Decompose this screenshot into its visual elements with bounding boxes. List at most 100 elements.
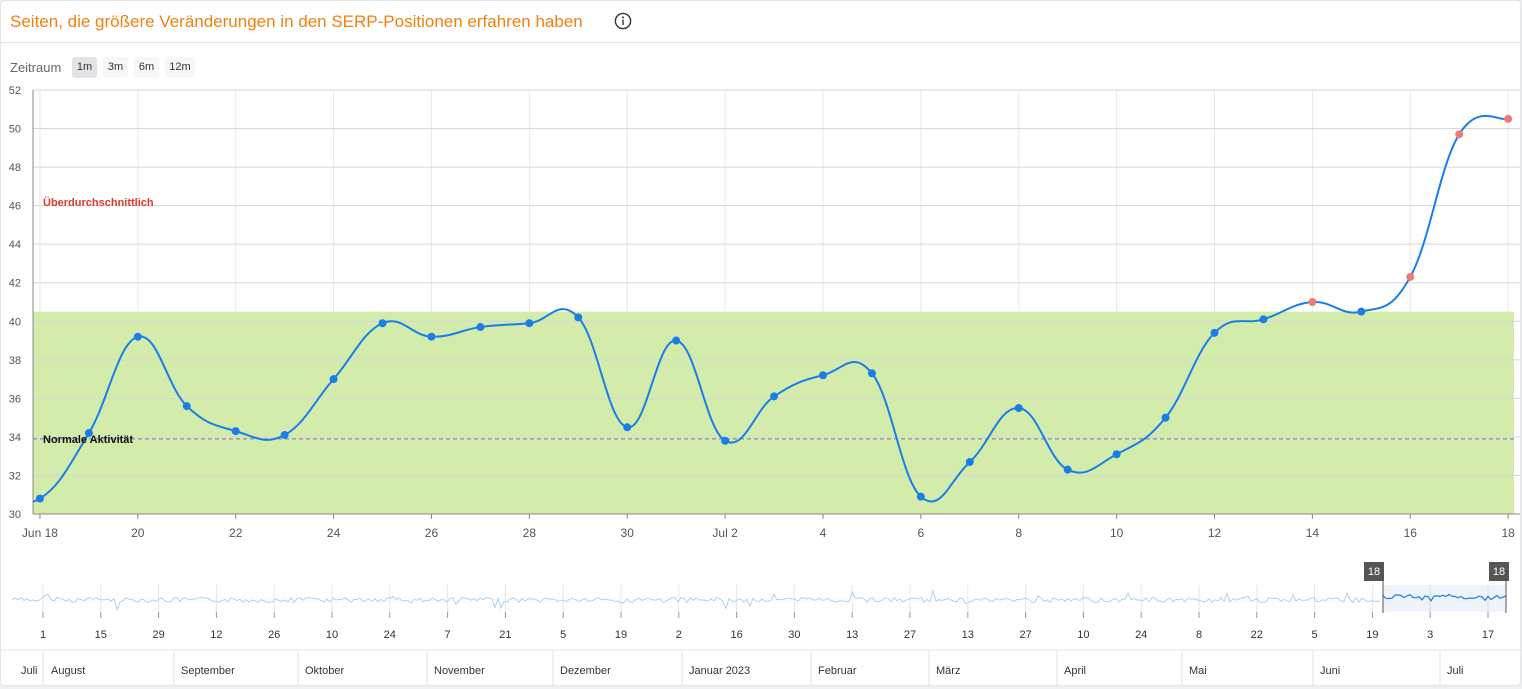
data-point[interactable] [1504, 114, 1513, 123]
y-tick-label: 32 [9, 470, 21, 482]
x-tick-label: 28 [523, 526, 537, 540]
range-3m-button[interactable]: 3m [103, 57, 128, 78]
data-point[interactable] [182, 402, 191, 411]
navigator-day-label: 3 [1427, 629, 1433, 641]
navigator[interactable]: 18 18 1 15 29 12 26 10 24 7 21 5 19 2 16 30 13 27 13 27 10… [0, 562, 1522, 686]
y-tick-label: 42 [9, 278, 21, 290]
navigator-handle-start[interactable]: 18 [1364, 562, 1384, 613]
data-point[interactable] [1112, 450, 1121, 459]
data-point[interactable] [672, 336, 681, 345]
x-tick-label: 24 [327, 526, 341, 540]
data-point[interactable] [574, 313, 583, 322]
navigator-month-label: Oktober [305, 665, 344, 677]
data-point[interactable] [525, 319, 534, 328]
data-point[interactable] [721, 436, 730, 445]
data-point[interactable] [965, 457, 974, 466]
navigator-day-label: 13 [962, 629, 974, 641]
data-point[interactable] [35, 494, 44, 503]
x-tick-label: Jul 2 [712, 526, 738, 540]
range-6m-button[interactable]: 6m [134, 57, 159, 78]
navigator-month-label: Dezember [560, 665, 611, 677]
y-tick-label: 50 [9, 124, 21, 136]
y-tick-label: 30 [9, 509, 21, 521]
data-point[interactable] [1455, 130, 1464, 139]
normal-activity-band [33, 311, 1514, 514]
navigator-month-label: September [181, 665, 235, 677]
data-point[interactable] [378, 319, 387, 328]
data-point[interactable] [1308, 298, 1317, 306]
y-tick-label: 48 [9, 162, 21, 174]
info-icon[interactable] [614, 12, 632, 30]
data-point[interactable] [770, 392, 779, 401]
navigator-day-label: 2 [676, 629, 682, 641]
navigator-overview-line [11, 588, 1381, 612]
data-point[interactable] [1014, 404, 1023, 412]
y-axis-ticks: 30 32 34 36 38 40 42 44 46 48 50 52 [9, 85, 21, 521]
range-12m-button[interactable]: 12m [165, 57, 195, 78]
data-point[interactable] [623, 423, 632, 432]
navigator-day-label: 15 [95, 629, 107, 641]
data-point[interactable] [231, 427, 240, 436]
x-tick-label: 18 [1501, 526, 1515, 540]
x-tick-label: 30 [621, 526, 635, 540]
x-tick-label: Jun 18 [22, 526, 58, 540]
data-point[interactable] [1063, 465, 1072, 474]
data-point[interactable] [84, 429, 93, 438]
navigator-selection[interactable] [1383, 585, 1506, 612]
data-point[interactable] [1210, 328, 1219, 337]
y-tick-label: 44 [9, 239, 21, 251]
above-average-label: Überdurchschnittlich [43, 196, 154, 209]
data-point[interactable] [867, 369, 876, 378]
data-point[interactable] [476, 323, 485, 332]
navigator-day-label: 27 [1019, 629, 1031, 641]
data-point[interactable] [1161, 413, 1170, 422]
data-point[interactable] [818, 371, 827, 380]
data-point[interactable] [329, 375, 338, 384]
x-axis-ticks: Jun 18 20 22 24 26 28 30 Jul 2 4 6 8 10 12 14 16 18 [22, 514, 1515, 540]
navigator-day-label: 27 [904, 629, 916, 641]
navigator-grid [42, 585, 1489, 612]
navigator-day-label: 21 [499, 629, 511, 641]
data-point[interactable] [427, 332, 436, 341]
navigator-day-label: 5 [560, 629, 566, 641]
x-tick-label: 20 [131, 526, 145, 540]
x-tick-label: 14 [1306, 526, 1320, 540]
range-1m-button[interactable]: 1m [72, 57, 97, 78]
data-points [35, 114, 1513, 503]
data-point[interactable] [1406, 272, 1415, 281]
data-point[interactable] [916, 492, 925, 501]
navigator-month-label: November [434, 665, 485, 677]
navigator-day-label: 10 [326, 629, 338, 641]
y-tick-label: 34 [9, 432, 21, 444]
navigator-months: Juli August September Oktober November Dezemb… [21, 651, 1464, 686]
navigator-month-label: April [1064, 665, 1086, 677]
card-title: Seiten, die größere Veränderungen in den… [10, 12, 583, 31]
navigator-month-label: Mai [1189, 665, 1207, 677]
card-header: Seiten, die größere Veränderungen in den… [1, 1, 1520, 43]
x-tick-label: 22 [229, 526, 243, 540]
navigator-day-label: 24 [384, 629, 396, 641]
navigator-month-label: Juni [1320, 665, 1340, 677]
normal-activity-label: Normale Aktivität [43, 434, 133, 446]
data-point[interactable] [133, 332, 142, 341]
navigator-day-label: 10 [1077, 629, 1089, 641]
navigator-day-label: 17 [1482, 629, 1494, 641]
navigator-day-label: 12 [210, 629, 222, 641]
navigator-day-label: 26 [268, 629, 280, 641]
navigator-day-label: 29 [152, 629, 164, 641]
navigator-day-label: 30 [788, 629, 800, 641]
axes [32, 90, 1520, 515]
x-tick-label: 26 [425, 526, 439, 540]
navigator-handle-end[interactable]: 18 [1489, 562, 1509, 613]
series-line [33, 114, 1509, 503]
navigator-day-label: 16 [730, 629, 742, 641]
data-point[interactable] [1357, 307, 1366, 316]
navigator-day-label: 7 [445, 629, 451, 641]
data-point[interactable] [1259, 315, 1268, 324]
y-tick-label: 38 [9, 355, 21, 367]
x-tick-label: 8 [1015, 526, 1022, 540]
data-point[interactable] [280, 430, 289, 439]
navigator-month-label: Januar 2023 [689, 665, 750, 677]
navigator-day-label: 19 [615, 629, 627, 641]
